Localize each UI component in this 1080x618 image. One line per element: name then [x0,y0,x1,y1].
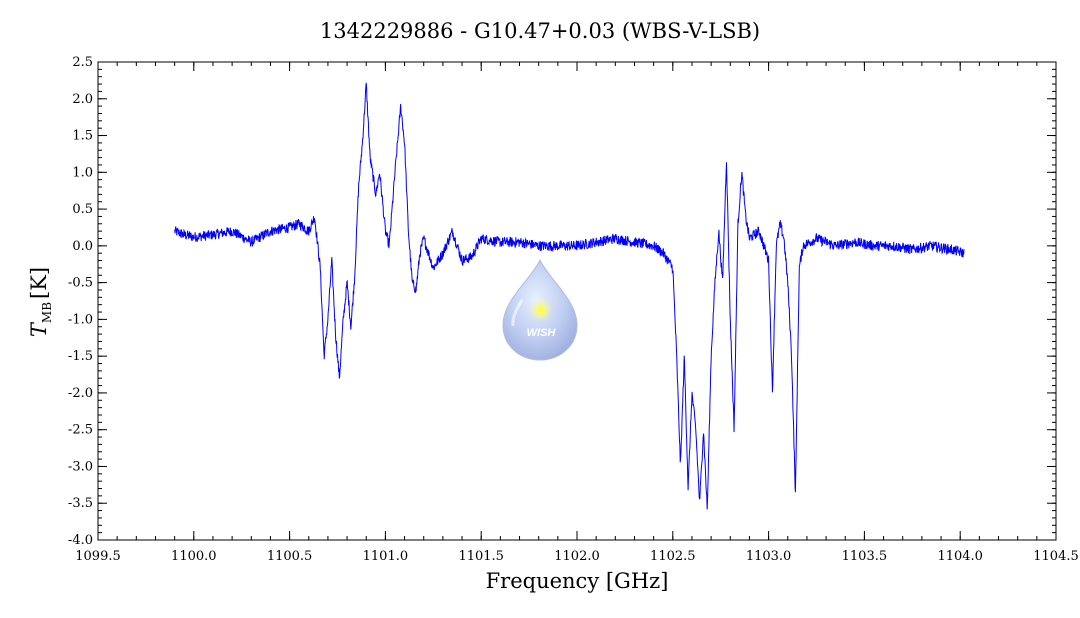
y-tick-label: -3.5 [68,496,93,511]
x-tick-label: 1102.5 [650,549,696,564]
x-tick-label: 1103.0 [746,549,792,564]
y-tick-label: -1.0 [68,312,93,327]
y-tick-label: -1.5 [68,349,93,364]
y-axis-subscript: MB [40,302,54,323]
y-tick-label: -4.0 [68,533,93,548]
x-tick-label: 1101.0 [363,549,409,564]
x-axis-label: Frequency [GHz] [486,569,669,593]
chart-title: 1342229886 - G10.47+0.03 (WBS-V-LSB) [320,19,760,43]
y-axis-label: TMB [K] [27,267,54,337]
x-tick-labels: 1099.5 1100.0 1100.5 1101.0 1101.5 1102.0 1102… [75,549,1079,564]
y-tick-label: 1.5 [72,129,93,144]
y-tick-label: 0.0 [72,239,93,254]
wish-logo-text: WISH [527,327,557,339]
y-tick-label: -3.0 [68,459,93,474]
drop-highlight [511,299,524,327]
y-tick-labels: 2.5 2.0 1.5 1.0 0.5 0.0 -0.5 -1.0 -1.5 -2.0 -2.5 -3… [68,55,93,548]
x-tick-label: 1104.0 [937,549,983,564]
y-tick-label: -0.5 [68,276,93,291]
plot-frame [97,61,1057,541]
y-tick-label: 1.0 [72,165,93,180]
star-icon: ✦ [534,301,547,320]
y-tick-label: 2.5 [72,55,93,70]
x-tick-label: 1100.0 [171,549,217,564]
x-tick-label: 1099.5 [75,549,121,564]
axis-ticks [97,61,1057,541]
x-tick-label: 1101.5 [458,549,504,564]
x-tick-label: 1102.0 [554,549,600,564]
x-tick-label: 1103.5 [842,549,888,564]
y-tick-label: 2.0 [72,92,93,107]
y-axis-unit: [K] [27,267,51,299]
y-tick-label: -2.0 [68,386,93,401]
star-glow [529,298,553,322]
wish-logo-watermark: ✦ WISH [502,258,578,361]
x-tick-label: 1100.5 [267,549,313,564]
y-tick-label: -2.5 [68,423,93,438]
y-tick-label: 0.5 [72,202,93,217]
spectrum-line [174,82,965,510]
y-axis-symbol: T [27,321,51,337]
x-tick-label: 1104.5 [1033,549,1079,564]
